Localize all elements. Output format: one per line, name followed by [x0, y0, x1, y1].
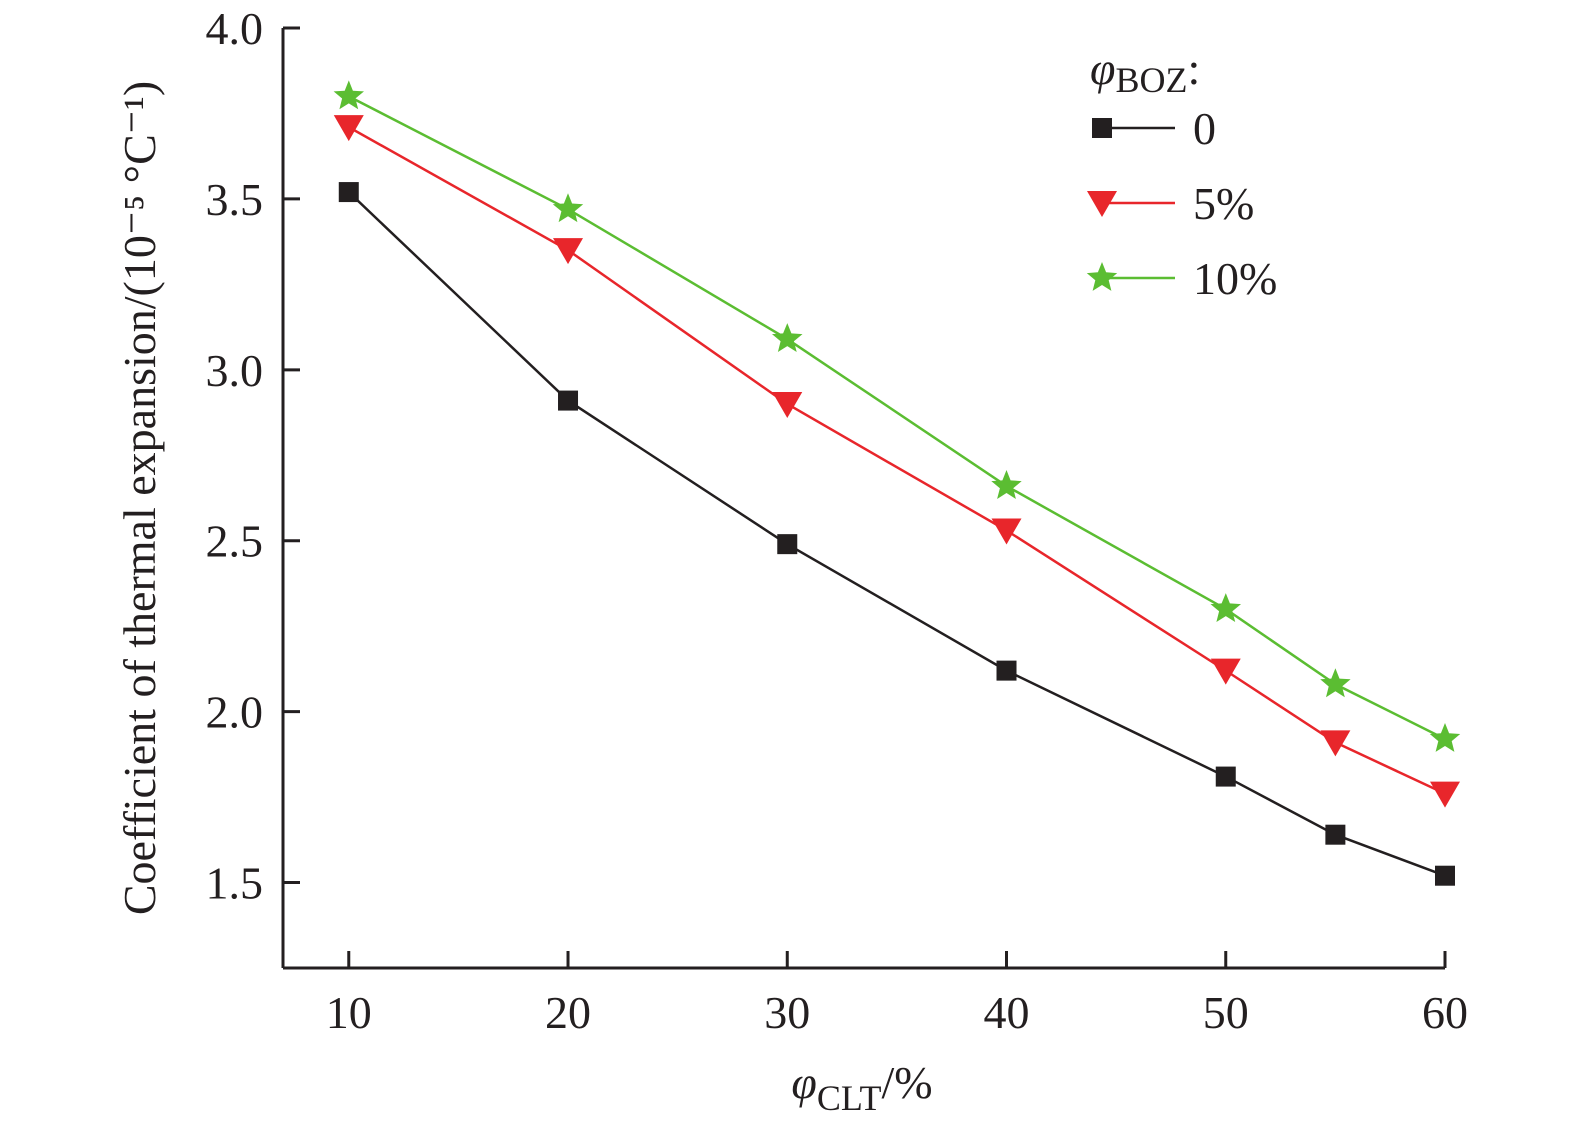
axes: 1.5 2.0 2.5 3.0 3.5 4.0 10 20 30 40 50 60: [206, 3, 1469, 1038]
triangle-marker: [1320, 730, 1351, 757]
x-axis-suffix: /%: [882, 1057, 933, 1108]
square-marker: [1092, 118, 1112, 138]
triangle-marker: [772, 392, 803, 418]
star-marker: [991, 470, 1022, 499]
triangle-marker: [553, 238, 584, 265]
x-axis-symbol: φ: [791, 1057, 816, 1108]
legend-item: 10%: [1086, 253, 1277, 304]
square-marker: [996, 660, 1017, 681]
legend: 0 5% 10%: [1086, 103, 1277, 304]
series-0: [338, 182, 1455, 886]
legend-label: 0: [1193, 103, 1216, 154]
square-marker: [1435, 865, 1455, 886]
star-marker: [1086, 262, 1118, 291]
square-marker: [1215, 766, 1236, 787]
legend-item: 0: [1092, 103, 1216, 154]
y-tick-label: 2.5: [206, 516, 264, 567]
square-marker: [558, 390, 579, 411]
legend-title: φBOZ:: [1090, 43, 1200, 100]
x-tick-label: 20: [545, 987, 591, 1038]
series-line: [347, 191, 1446, 877]
triangle-marker: [1210, 658, 1241, 685]
y-tick-label: 3.0: [206, 345, 264, 396]
legend-title-suffix: :: [1187, 43, 1200, 94]
y-axis-title: Coefficient of thermal expansion/(10⁻⁵ °…: [114, 81, 165, 915]
square-marker: [1325, 824, 1346, 845]
square-marker: [338, 182, 359, 203]
series-line: [348, 126, 1446, 795]
x-axis-title: φCLT/%: [791, 1057, 932, 1118]
x-tick-label: 40: [984, 987, 1030, 1038]
star-marker: [772, 323, 803, 352]
legend-item: 5%: [1087, 178, 1254, 229]
legend-title-subscript: BOZ: [1115, 60, 1187, 100]
y-tick-label: 4.0: [206, 3, 264, 54]
triangle-marker: [1087, 191, 1117, 217]
star-marker: [552, 193, 584, 223]
x-tick-label: 60: [1422, 987, 1468, 1038]
star-marker: [1429, 723, 1461, 752]
y-tick-label: 1.5: [206, 858, 264, 909]
star-marker: [333, 80, 364, 110]
star-marker: [1320, 668, 1351, 698]
series-group: [333, 80, 1461, 886]
legend-label: 5%: [1193, 178, 1254, 229]
y-tick-label: 2.0: [206, 687, 264, 738]
star-marker: [1210, 593, 1241, 622]
y-tick-label: 3.5: [206, 174, 264, 225]
legend-label: 10%: [1193, 253, 1277, 304]
x-tick-label: 50: [1203, 987, 1249, 1038]
triangle-marker: [991, 518, 1022, 545]
series-5pct: [333, 115, 1460, 808]
x-tick-label: 30: [764, 987, 810, 1038]
x-tick-label: 10: [326, 987, 372, 1038]
series-10pct: [333, 80, 1461, 752]
triangle-marker: [333, 115, 364, 142]
x-axis-subscript: CLT: [817, 1078, 882, 1118]
triangle-marker: [1430, 781, 1460, 808]
square-marker: [777, 534, 798, 555]
series-line: [348, 95, 1446, 741]
legend-title-symbol: φ: [1090, 43, 1115, 94]
